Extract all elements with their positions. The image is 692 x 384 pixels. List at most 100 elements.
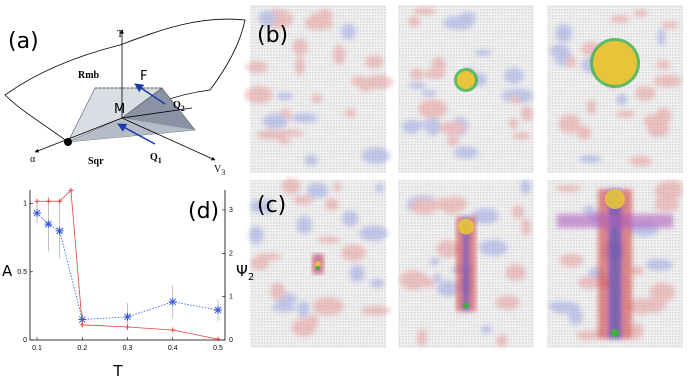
blob (568, 309, 584, 325)
blob (478, 239, 508, 256)
y2-axis-title-main: Ψ (236, 262, 248, 280)
blob (610, 15, 630, 24)
blob (634, 85, 656, 101)
y2-tick-label: 2 (229, 250, 233, 257)
marker (79, 322, 85, 328)
y-axis-title: A (2, 262, 13, 280)
region-label: Rmb (78, 70, 100, 81)
blob (312, 297, 344, 316)
blob (423, 277, 435, 288)
blob (271, 303, 297, 313)
blob (408, 82, 427, 89)
stripe (463, 216, 469, 312)
axis (34, 117, 123, 153)
blob (281, 177, 301, 195)
blob (628, 298, 654, 315)
blob (292, 195, 314, 205)
blob (304, 154, 318, 167)
blob (433, 273, 442, 283)
axis (121, 107, 193, 119)
marker (34, 198, 40, 204)
blob (565, 57, 577, 68)
blob (360, 305, 391, 316)
q1: Q (150, 152, 158, 163)
defect (316, 266, 320, 270)
panel-label: (d) (188, 199, 219, 224)
blob (250, 256, 269, 271)
blob (359, 225, 389, 242)
y2-tick-label: 0 (229, 337, 233, 344)
blob (245, 61, 268, 74)
blob (429, 257, 440, 266)
phase-diagram: (a) T Rmb F M Q2 Q1 α Sqr V3 (4, 18, 246, 177)
blob (324, 198, 339, 211)
blob (421, 90, 437, 97)
force-label: F (140, 69, 147, 84)
blob (311, 93, 323, 104)
stripe (557, 214, 673, 228)
region-label: Sqr (88, 156, 104, 167)
blob (256, 129, 287, 140)
blob (434, 201, 446, 210)
blob (512, 132, 531, 140)
blob (276, 92, 293, 101)
blob (453, 146, 478, 159)
y-tick-label: 0.5 (17, 269, 27, 276)
defect (611, 329, 619, 337)
blob (649, 282, 676, 302)
cluster (458, 218, 474, 235)
y2-axis-title: Ψ2 (236, 262, 254, 283)
arrow (134, 83, 166, 105)
sub: 1 (158, 156, 162, 165)
snapshot (398, 5, 534, 173)
marker (125, 324, 130, 330)
blob (655, 107, 672, 125)
blob (509, 95, 520, 104)
blob (332, 182, 342, 192)
blob (431, 56, 446, 73)
blob (262, 113, 288, 129)
blobs (244, 9, 394, 167)
blobs (248, 177, 391, 337)
blob (291, 113, 318, 123)
blob (375, 183, 385, 193)
blob (292, 38, 308, 56)
blob (511, 205, 525, 219)
x-tick-label: 0.1 (32, 345, 42, 352)
blob (417, 99, 448, 119)
blob (579, 279, 591, 286)
x-axis-title: T (112, 362, 123, 380)
blob (405, 121, 434, 128)
blob (501, 88, 534, 104)
blob (244, 85, 273, 104)
blob (425, 117, 441, 136)
y2-tick-label: 3 (229, 207, 233, 214)
panel-label: (c) (257, 193, 286, 218)
axis-label: T (117, 29, 123, 40)
blob (341, 244, 366, 262)
blob (577, 125, 592, 141)
blob (578, 155, 602, 164)
marker (213, 306, 222, 314)
blob (520, 106, 533, 122)
blob (558, 114, 581, 134)
blob (520, 179, 531, 195)
y2-axis-title-sub: 2 (248, 272, 254, 283)
region-q1 (68, 118, 195, 142)
blob (270, 282, 286, 300)
blob (349, 264, 365, 283)
q2: Q (173, 100, 181, 111)
blob (399, 270, 428, 290)
blob (294, 56, 305, 76)
blob (645, 258, 673, 271)
blob (555, 23, 573, 43)
region-label: Q1 (150, 152, 162, 165)
blob (278, 137, 291, 144)
snapshot (398, 179, 534, 348)
snapshots (244, 5, 683, 348)
snapshot (547, 180, 683, 348)
blob (615, 110, 636, 118)
y2-tick-label: 1 (229, 294, 233, 301)
blob (471, 208, 499, 225)
